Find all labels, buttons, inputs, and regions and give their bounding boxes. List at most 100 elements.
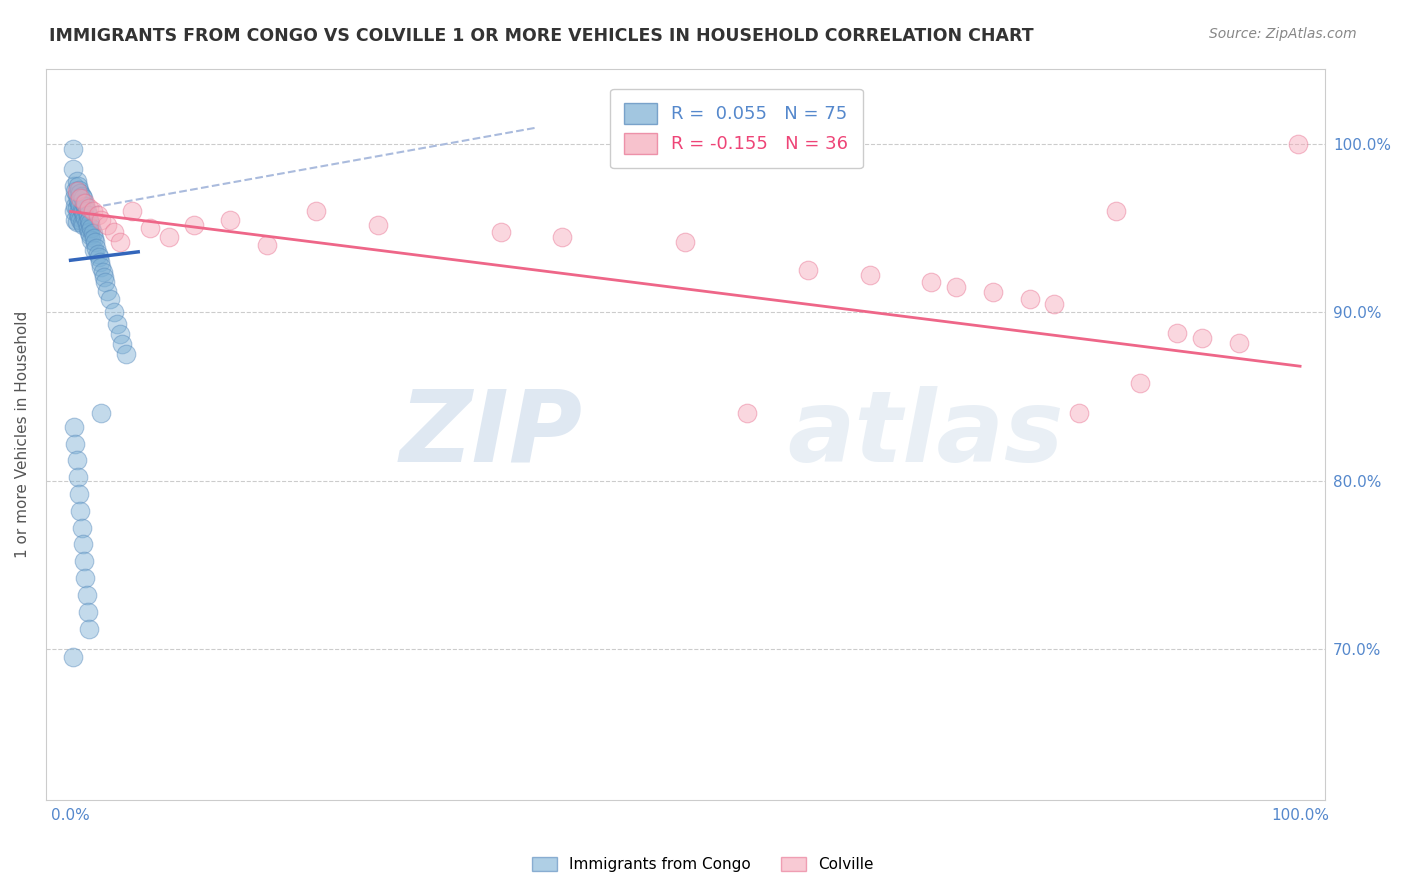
Point [67,210,90,224]
Point [96,284,118,298]
Point [63,179,86,194]
Point [79,227,101,242]
Point [72,191,94,205]
Point [67,183,90,197]
Point [67,487,90,501]
Point [73,196,96,211]
Point [66,184,89,198]
Point [65,184,87,198]
Point [66,187,89,202]
Point [80,233,103,247]
Point [70,521,93,535]
Point [83,243,105,257]
Point [96,218,118,232]
Point [115,347,138,361]
Point [75,571,97,585]
Text: IMMIGRANTS FROM CONGO VS COLVILLE 1 OR MORE VEHICLES IN HOUSEHOLD CORRELATION CH: IMMIGRANTS FROM CONGO VS COLVILLE 1 OR M… [49,27,1033,45]
Point [76,204,98,219]
Point [1191,331,1213,345]
Point [1286,137,1309,152]
Point [79,216,101,230]
Point [69,213,91,227]
Point [1227,335,1250,350]
Point [70,202,93,217]
Point [66,179,89,194]
Point [76,216,98,230]
Point [91,265,114,279]
Point [75,199,97,213]
Point [256,238,278,252]
Point [859,268,882,283]
Point [673,235,696,249]
Point [72,218,94,232]
Point [77,201,100,215]
Point [66,193,89,207]
Point [66,206,89,220]
Point [305,204,328,219]
Point [69,186,91,200]
Point [551,229,574,244]
Point [77,213,100,227]
Point [157,229,180,244]
Point [62,142,84,156]
Point [90,260,112,274]
Point [63,204,86,219]
Point [72,204,94,219]
Point [219,213,242,227]
Text: Source: ZipAtlas.com: Source: ZipAtlas.com [1209,27,1357,41]
Point [84,235,107,249]
Point [735,406,758,420]
Point [63,419,86,434]
Point [489,225,512,239]
Point [66,201,89,215]
Point [183,218,205,232]
Point [70,216,93,230]
Point [105,317,128,331]
Point [89,255,111,269]
Point [82,204,104,219]
Legend: Immigrants from Congo, Colville: Immigrants from Congo, Colville [524,849,882,880]
Text: atlas: atlas [787,386,1064,483]
Point [94,275,117,289]
Point [1104,204,1126,219]
Point [90,213,112,227]
Point [76,221,98,235]
Point [77,622,100,636]
Point [66,214,89,228]
Point [1018,292,1040,306]
Point [65,436,87,450]
Point [108,327,131,342]
Point [63,191,86,205]
Point [62,650,84,665]
Point [920,275,942,289]
Point [80,221,103,235]
Point [103,225,125,239]
Point [62,162,84,177]
Point [139,221,162,235]
Point [87,250,110,264]
Point [75,211,97,226]
Point [66,453,89,467]
Point [73,208,96,222]
Point [66,470,89,484]
Point [90,406,112,420]
Point [65,213,87,227]
Point [69,191,91,205]
Point [1129,376,1152,390]
Legend: R =  0.055   N = 75, R = -0.155   N = 36: R = 0.055 N = 75, R = -0.155 N = 36 [610,88,863,169]
Point [367,218,389,232]
Point [86,208,108,222]
Point [66,174,89,188]
Text: ZIP: ZIP [401,386,583,483]
Point [121,204,143,219]
Point [98,292,121,306]
Point [69,504,91,518]
Point [82,227,104,241]
Point [86,246,108,260]
Point [72,537,94,551]
Point [945,280,967,294]
Y-axis label: 1 or more Vehicles in Household: 1 or more Vehicles in Household [15,310,30,558]
Point [65,199,87,213]
Point [76,588,98,602]
Point [103,305,125,319]
